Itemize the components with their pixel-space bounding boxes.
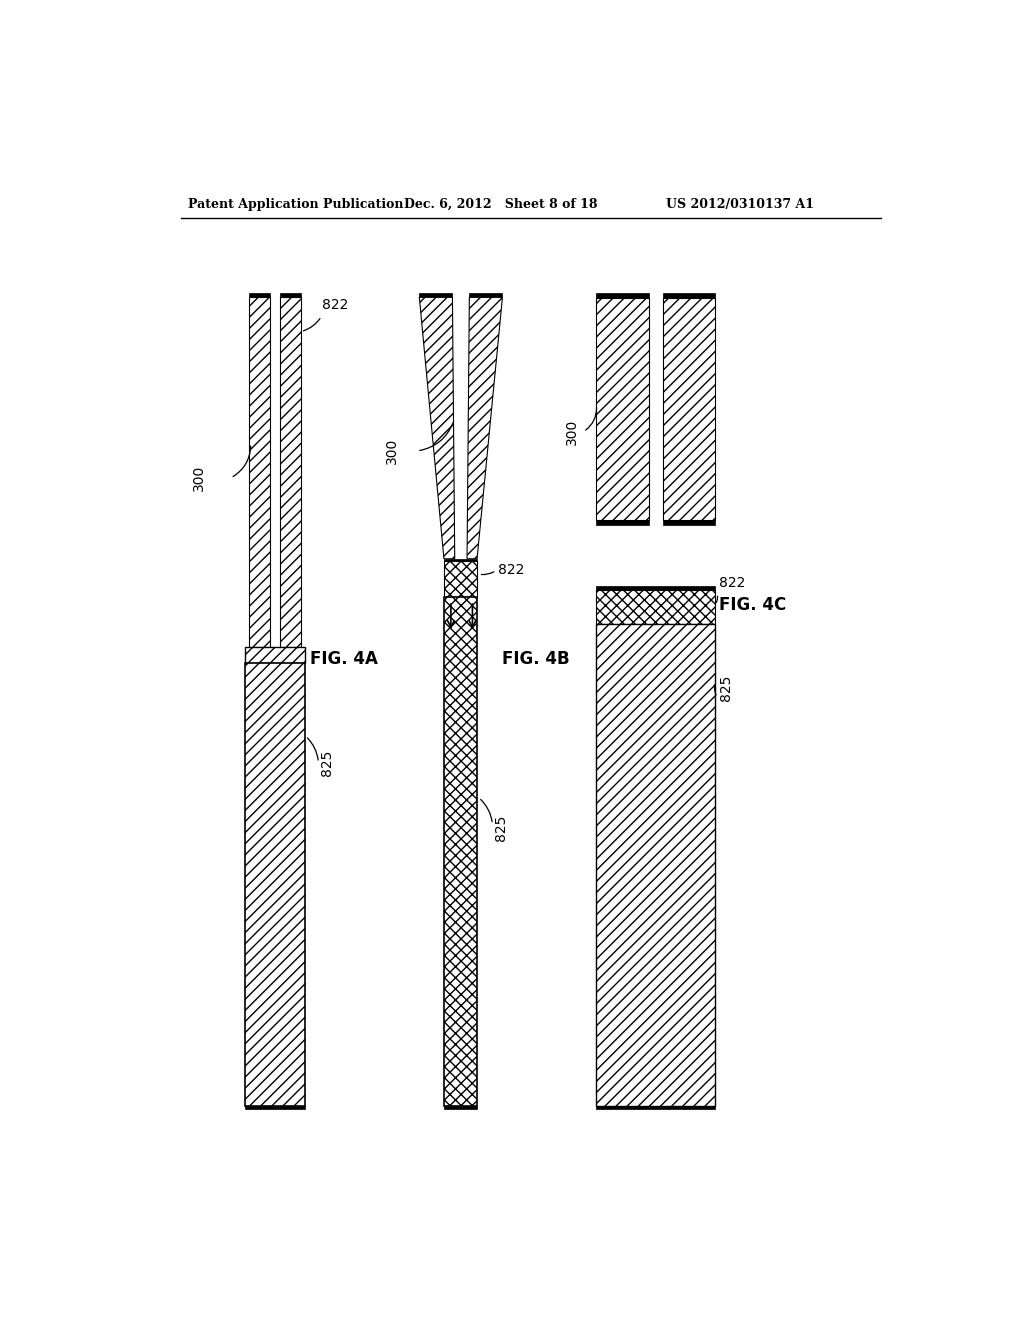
Polygon shape <box>419 297 455 558</box>
Bar <box>444 597 477 1106</box>
Text: 300: 300 <box>193 465 206 491</box>
Bar <box>419 293 453 297</box>
Bar <box>596 624 715 1106</box>
Bar <box>444 561 477 598</box>
Text: Dec. 6, 2012   Sheet 8 of 18: Dec. 6, 2012 Sheet 8 of 18 <box>403 198 597 211</box>
Text: FIG. 4A: FIG. 4A <box>310 649 378 668</box>
Bar <box>280 293 301 297</box>
Bar <box>596 293 649 298</box>
Text: 300: 300 <box>385 438 398 465</box>
Bar <box>663 520 715 525</box>
Bar <box>596 1106 715 1109</box>
Text: 822: 822 <box>719 576 745 590</box>
Text: 825: 825 <box>494 816 508 841</box>
Bar <box>249 297 270 647</box>
Bar <box>663 298 715 520</box>
Bar <box>596 590 715 624</box>
Bar <box>596 586 715 590</box>
Polygon shape <box>467 297 503 558</box>
Text: Patent Application Publication: Patent Application Publication <box>188 198 403 211</box>
Bar <box>469 293 503 297</box>
Bar <box>245 663 305 1106</box>
Bar <box>444 1106 477 1109</box>
Bar <box>249 293 270 297</box>
Text: 822: 822 <box>498 564 524 577</box>
Bar <box>245 647 305 663</box>
Bar <box>663 293 715 298</box>
Bar <box>245 1106 305 1109</box>
Bar <box>444 558 477 561</box>
Bar <box>596 298 649 520</box>
Text: FIG. 4B: FIG. 4B <box>502 649 569 668</box>
Text: 822: 822 <box>323 298 348 313</box>
Text: 825: 825 <box>719 675 733 701</box>
Bar <box>280 297 301 647</box>
Text: 300: 300 <box>565 418 579 445</box>
Text: FIG. 4C: FIG. 4C <box>719 597 786 614</box>
Text: 825: 825 <box>319 750 334 776</box>
Bar <box>596 520 649 525</box>
Text: US 2012/0310137 A1: US 2012/0310137 A1 <box>666 198 814 211</box>
